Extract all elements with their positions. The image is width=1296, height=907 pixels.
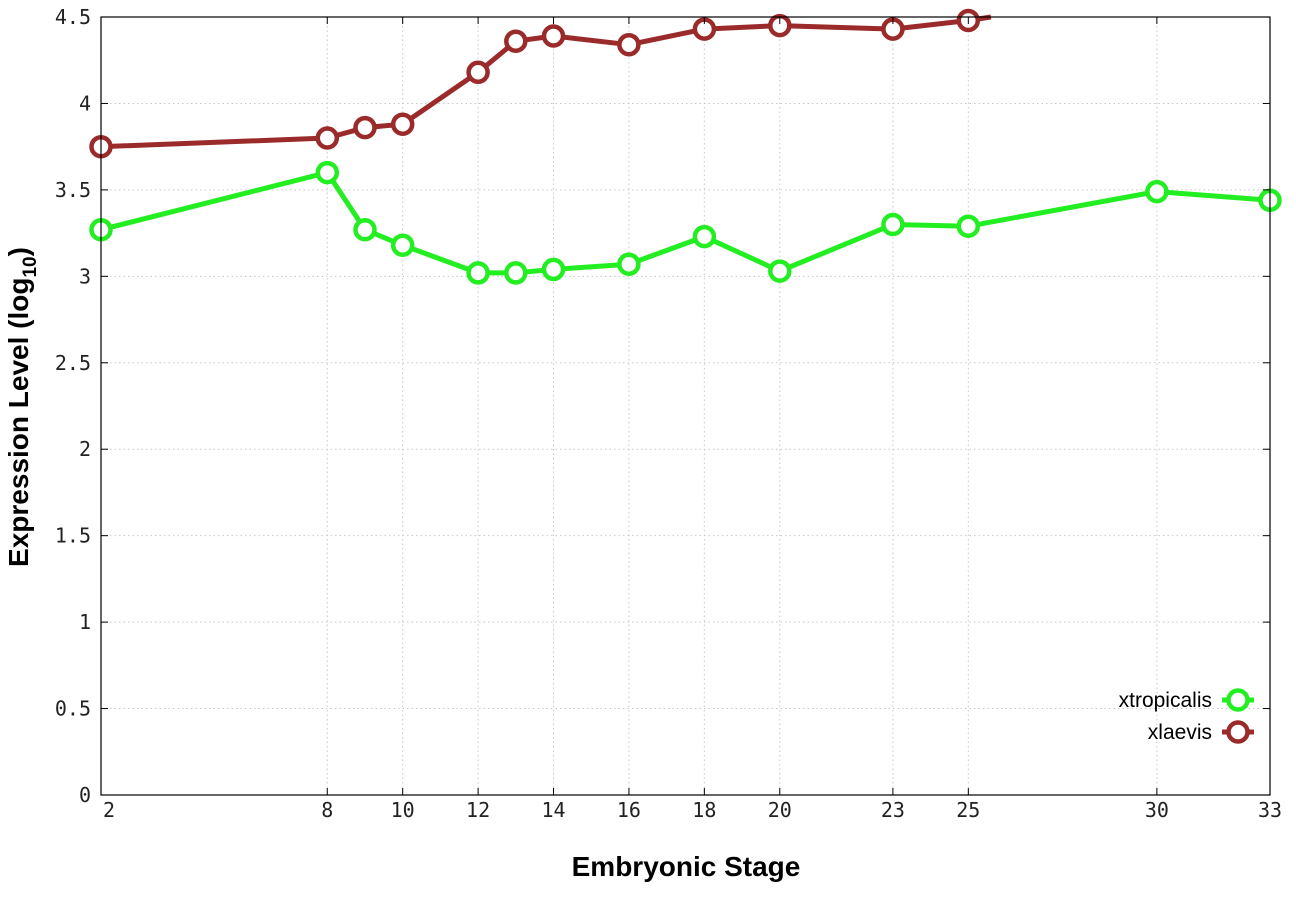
data-point-xtropicalis (390, 233, 415, 257)
y-axis-tick-labels: 0 0.5 1 1.5 2 2.5 3 3.5 4 4.5 (55, 5, 91, 807)
grid-lines (101, 17, 1270, 795)
data-point-xtropicalis (881, 212, 905, 237)
y-tick-label: 0 (79, 783, 91, 807)
x-tick-label: 8 (321, 798, 333, 822)
y-axis-title-subscript: 10 (20, 256, 41, 277)
data-point-xtropicalis (466, 261, 490, 285)
y-tick-label: 1 (79, 610, 91, 634)
x-tick-label: 12 (466, 798, 490, 822)
x-tick-label: 14 (541, 798, 565, 822)
data-point-xlaevis (617, 32, 641, 57)
data-point-xtropicalis (956, 214, 981, 238)
axis-ticks (100, 16, 1271, 796)
data-point-xtropicalis (1145, 179, 1169, 204)
data-point-xtropicalis (617, 252, 641, 276)
x-tick-label: 18 (692, 798, 716, 822)
y-tick-label: 4 (79, 91, 91, 115)
legend-label: xlaevis (1148, 721, 1212, 744)
x-tick-label: 2 (103, 798, 115, 822)
series-xlaevis (89, 8, 992, 159)
legend-item-xlaevis: xlaevis (1148, 720, 1254, 744)
legend-marker-swatch (1226, 720, 1250, 744)
y-tick-label: 3 (79, 264, 91, 288)
x-tick-label: 30 (1145, 798, 1169, 822)
legend: xtropicalis xlaevis (1119, 688, 1254, 744)
y-tick-label: 1.5 (55, 524, 91, 548)
y-tick-label: 3.5 (55, 178, 91, 202)
x-tick-label: 10 (391, 798, 415, 822)
data-point-xlaevis (315, 126, 340, 150)
y-tick-label: 0.5 (55, 697, 91, 721)
data-point-xlaevis (768, 13, 792, 38)
y-axis-title: Expression Level (log10) (3, 247, 41, 567)
y-tick-label: 2 (79, 437, 91, 461)
y-tick-label: 4.5 (55, 5, 91, 29)
data-point-xtropicalis (353, 217, 377, 242)
data-point-xlaevis (541, 24, 566, 48)
data-point-xlaevis (466, 60, 490, 85)
data-point-xlaevis (504, 29, 528, 53)
series-line-xtropicalis (100, 170, 1271, 276)
x-axis-title: Embryonic Stage (572, 851, 801, 882)
x-tick-label: 33 (1258, 798, 1282, 822)
data-point-xtropicalis (315, 160, 340, 185)
data-point-xtropicalis (692, 224, 717, 249)
y-tick-label: 2.5 (55, 351, 91, 375)
data-point-xtropicalis (504, 261, 528, 285)
y-axis-title-main: Expression Level (log (3, 278, 34, 567)
x-tick-label: 23 (881, 798, 905, 822)
x-tick-label: 25 (956, 798, 980, 822)
legend-label: xtropicalis (1119, 689, 1212, 712)
x-axis-tick-labels: 2 8 10 12 14 16 18 20 23 25 30 33 (103, 798, 1282, 822)
legend-marker-swatch (1226, 688, 1250, 712)
data-point-xtropicalis (768, 259, 792, 283)
x-tick-label: 16 (617, 798, 641, 822)
legend-item-xtropicalis: xtropicalis (1119, 688, 1254, 712)
plot-area-frame (100, 16, 1271, 796)
y-axis-title-close: ) (3, 247, 34, 256)
series-layer (89, 8, 1282, 285)
x-tick-label: 20 (768, 798, 792, 822)
data-point-xlaevis (390, 112, 415, 136)
data-point-xtropicalis (541, 257, 566, 282)
data-point-xlaevis (353, 115, 377, 140)
series-xtropicalis (89, 160, 1282, 285)
